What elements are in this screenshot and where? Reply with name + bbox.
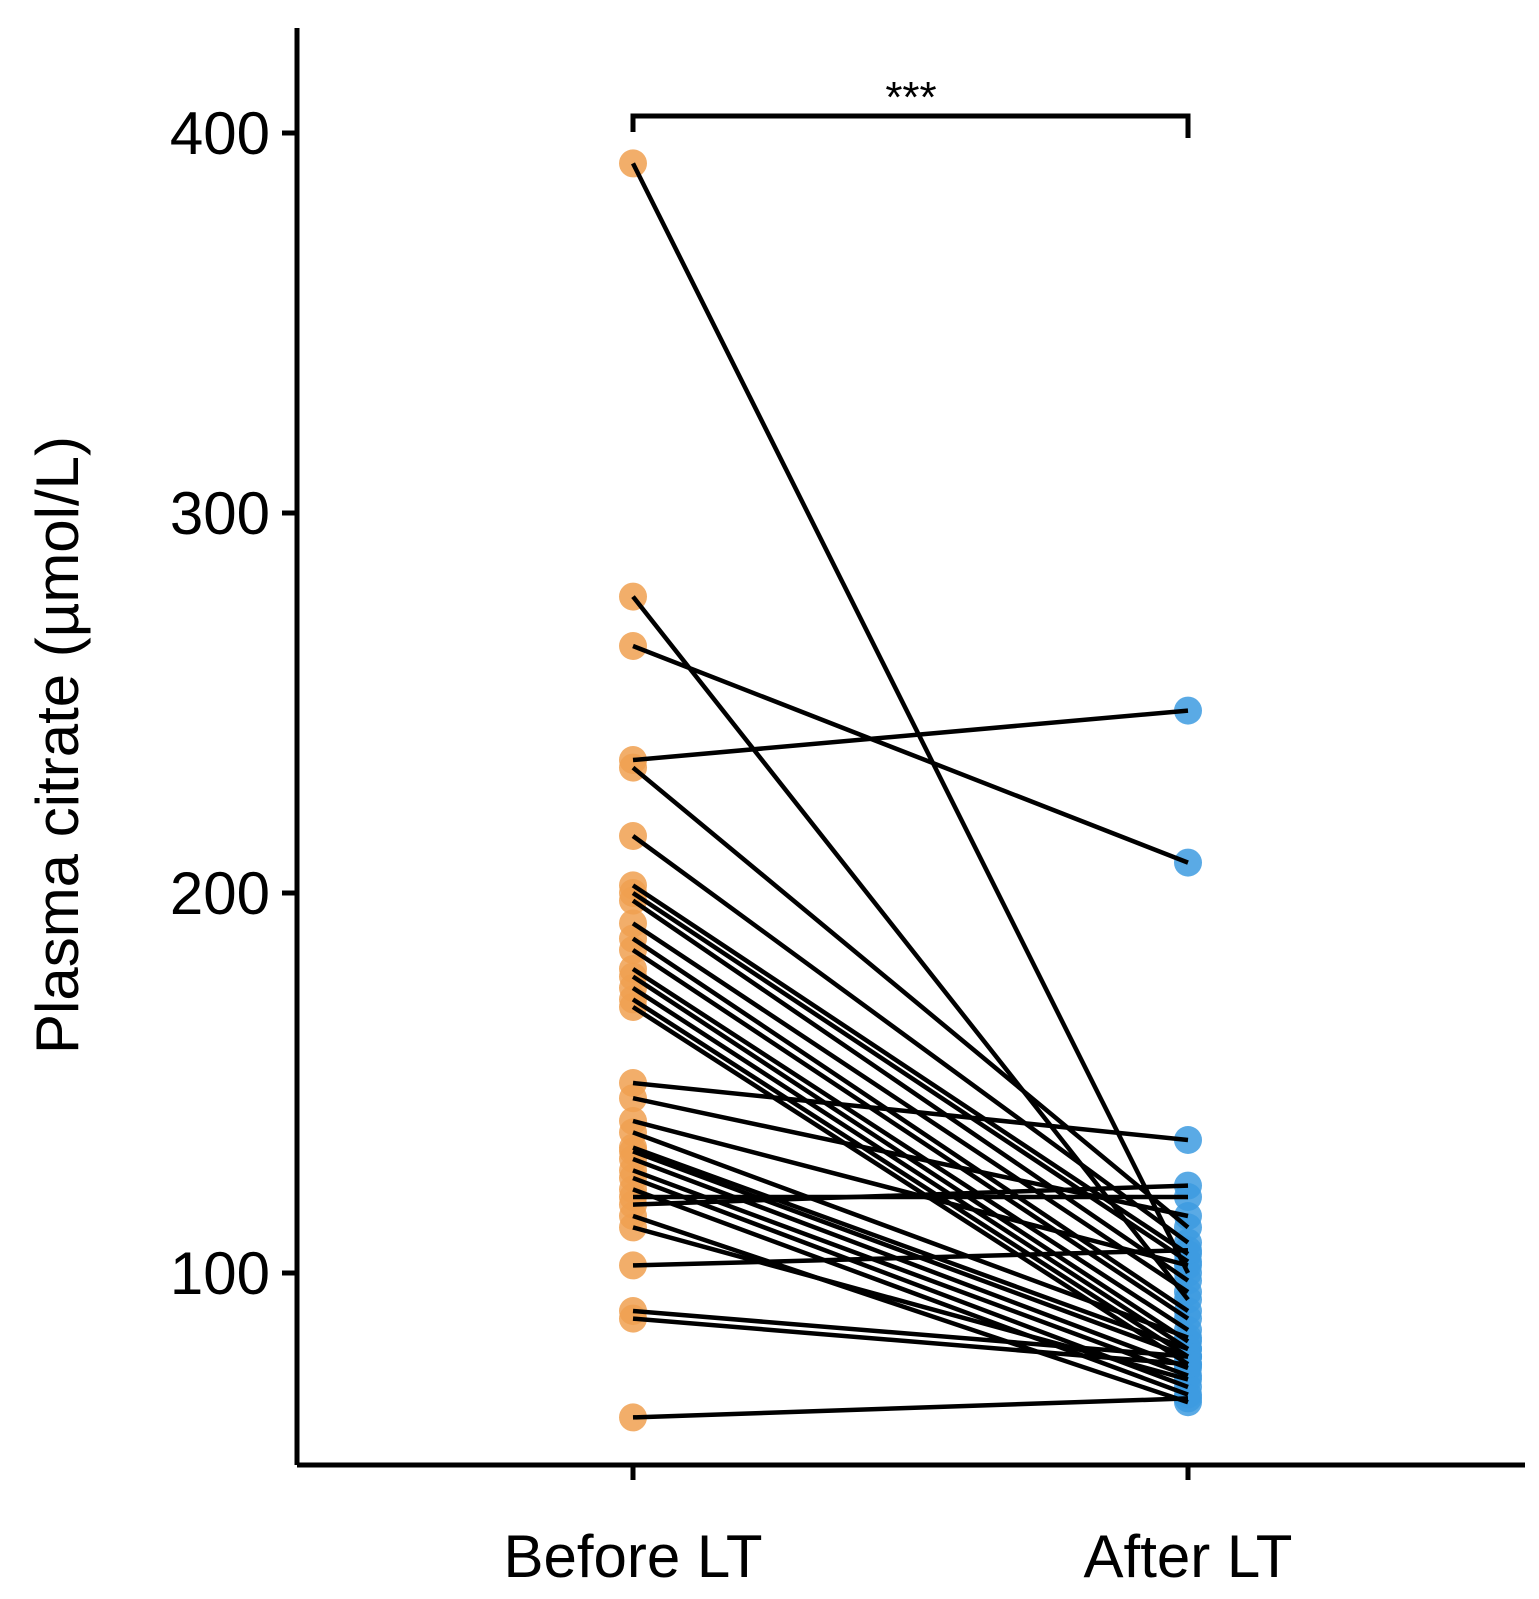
pair-line xyxy=(631,595,1190,1301)
y-tick-label: 400 xyxy=(170,100,270,167)
pair-line xyxy=(632,1396,1189,1420)
pair-line xyxy=(631,883,1190,1256)
pair-line xyxy=(631,891,1190,1264)
pair-line xyxy=(632,1168,1189,1378)
significance-label: *** xyxy=(885,73,936,122)
y-tick-label: 300 xyxy=(170,480,270,547)
pair-line xyxy=(632,1308,1189,1359)
pair-line xyxy=(632,1213,1189,1405)
pair-line xyxy=(631,948,1190,1321)
pair-line xyxy=(631,765,1190,1230)
pair-line xyxy=(632,1225,1189,1382)
pair-line xyxy=(631,967,1190,1332)
y-tick-label: 200 xyxy=(170,860,270,927)
pair-line xyxy=(632,1130,1189,1340)
pair-line xyxy=(631,997,1190,1359)
pair-line xyxy=(631,898,1190,1283)
pair-line xyxy=(632,1156,1189,1371)
pair-line xyxy=(632,1149,1189,1359)
y-axis-title: Plasma citrate (µmol/L) xyxy=(24,436,91,1054)
pair-line xyxy=(632,643,1189,865)
axes xyxy=(294,28,1525,1468)
pair-line xyxy=(631,921,1190,1294)
pair-line xyxy=(631,986,1190,1351)
pair-line xyxy=(631,936,1190,1313)
pair-line xyxy=(632,1316,1189,1367)
pair-line xyxy=(630,162,1191,1275)
pair-line xyxy=(631,834,1190,1245)
significance-bracket-line xyxy=(630,113,1191,138)
significance-bracket: *** xyxy=(630,73,1191,138)
pair-line xyxy=(632,1080,1189,1143)
y-tick-label: 100 xyxy=(170,1240,270,1307)
pair-lines xyxy=(630,162,1191,1420)
pair-line xyxy=(632,1187,1189,1397)
y-ticks: 100 200 300 400 xyxy=(170,100,297,1307)
x-tick-label: After LT xyxy=(1084,1523,1293,1590)
x-tick-label: Before LT xyxy=(503,1523,762,1590)
pair-line xyxy=(632,1183,1189,1207)
pair-line xyxy=(632,1247,1189,1268)
pair-line xyxy=(632,708,1189,763)
pair-line xyxy=(632,1145,1189,1352)
x-ticks: Before LT After LT xyxy=(503,1465,1292,1590)
